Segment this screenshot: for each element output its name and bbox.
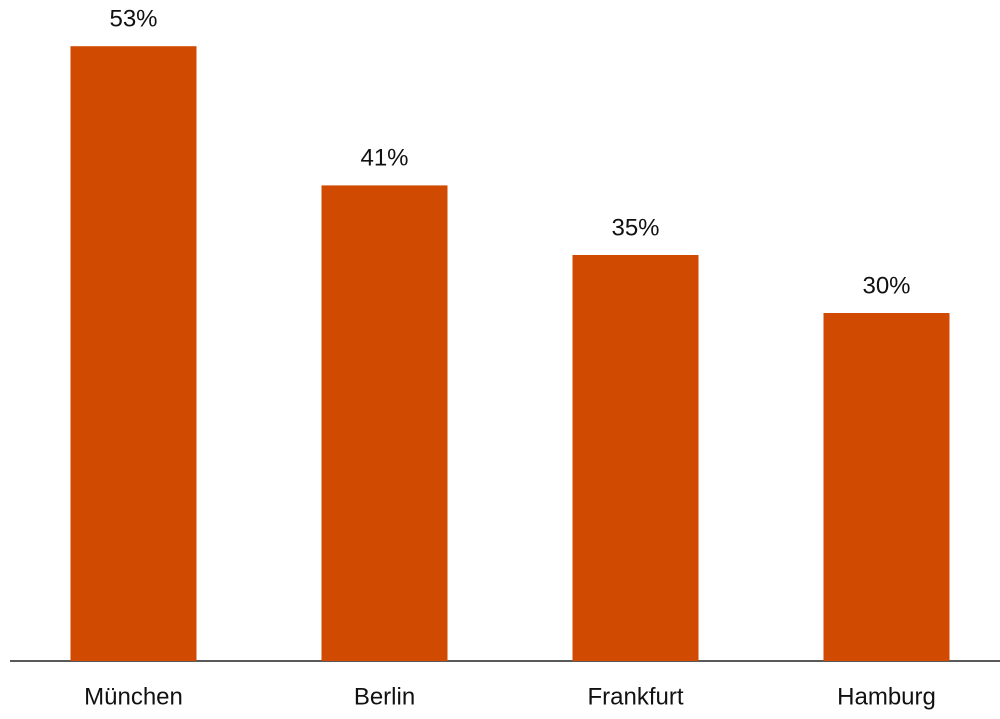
x-tick-label: Hamburg xyxy=(837,683,936,710)
x-tick-label: München xyxy=(84,683,183,710)
bar xyxy=(321,185,448,661)
bar xyxy=(70,46,197,661)
bar xyxy=(823,313,950,661)
value-label: 30% xyxy=(862,272,910,299)
bar xyxy=(572,255,699,661)
x-tick-label: Berlin xyxy=(354,683,415,710)
value-label: 41% xyxy=(360,145,408,172)
x-tick-label: Frankfurt xyxy=(587,683,683,710)
value-label: 53% xyxy=(109,6,157,33)
value-label: 35% xyxy=(611,214,659,241)
